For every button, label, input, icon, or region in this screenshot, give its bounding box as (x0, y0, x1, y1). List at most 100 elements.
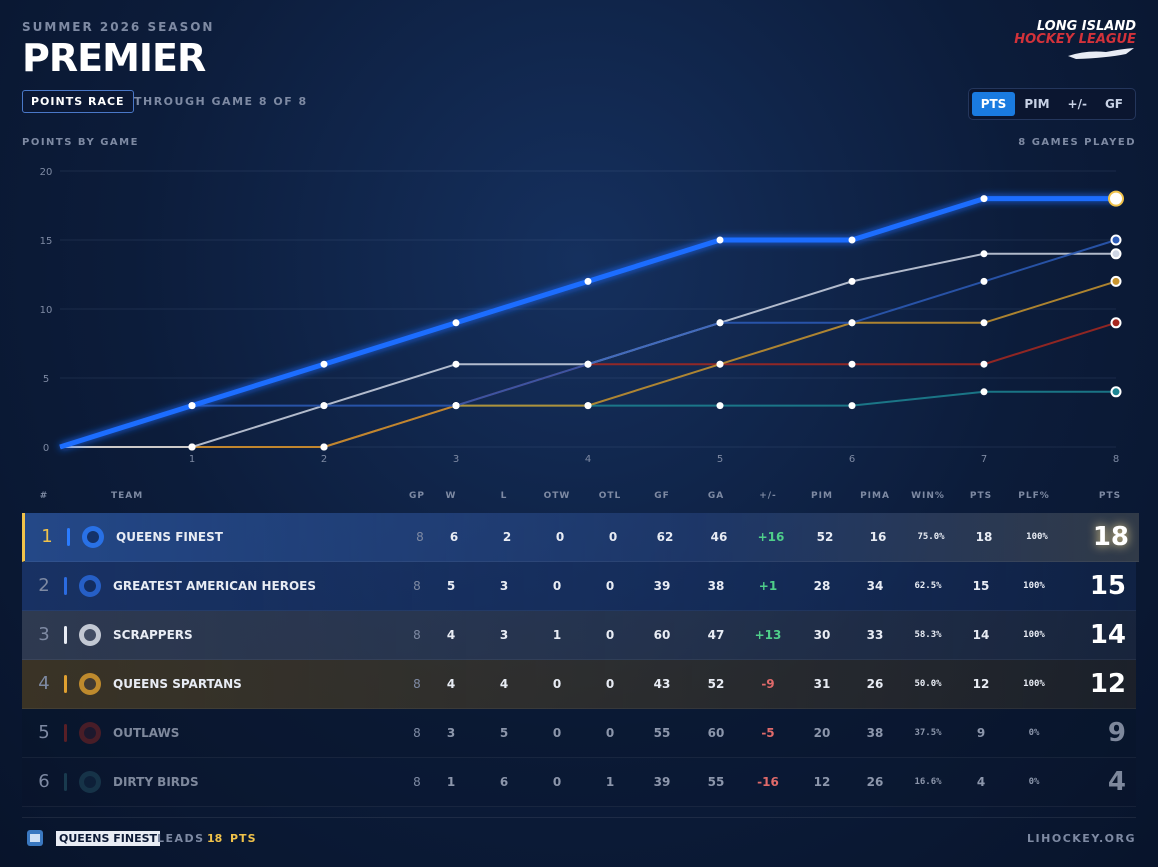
rank-accent (64, 626, 67, 644)
stat-cell: 15 (972, 579, 990, 593)
stat-cell: +16 (757, 530, 785, 544)
y-tick-label: 20 (40, 167, 53, 178)
stat-cell: 18 (975, 530, 993, 544)
stat-cell: 30 (813, 628, 831, 642)
stat-cell: 38 (707, 579, 725, 593)
stat-cell: 8 (413, 628, 421, 642)
stat-cell: 52 (816, 530, 834, 544)
column-header: +/- (759, 491, 777, 501)
y-tick-label: 5 (43, 374, 49, 385)
stat-cell: 26 (866, 677, 884, 691)
stat-cell: 55 (707, 775, 725, 789)
division: PREMIER (22, 36, 206, 80)
stat-cell: 5 (446, 579, 456, 593)
stat-cell: 4 (446, 628, 456, 642)
stat-cell: 39 (653, 775, 671, 789)
y-tick-label: 10 (40, 305, 53, 316)
team-logo (79, 624, 101, 646)
data-point (452, 319, 460, 327)
stat-cell: 26 (866, 775, 884, 789)
team-name: GREATEST AMERICAN HEROES (113, 579, 316, 593)
logo: LONG ISLAND HOCKEY LEAGUE (1014, 20, 1136, 63)
stat-cell: 100% (1026, 532, 1048, 542)
data-point (980, 319, 988, 327)
logo-island (1068, 48, 1134, 59)
stat-cell: 4 (499, 677, 509, 691)
stat-cell: 60 (707, 726, 725, 740)
table-row: 2 GREATEST AMERICAN HEROES 8 5 3 0 0 39 38 +1 28 34… (22, 562, 1136, 611)
stat-cell: 8 (416, 530, 424, 544)
stat-cell: 31 (813, 677, 831, 691)
column-header: PLF% (1018, 491, 1050, 501)
stat-cell: 1 (552, 628, 562, 642)
column-header: PTS (1098, 491, 1122, 501)
stat-cell: 14 (1089, 620, 1126, 650)
stat-cell: 28 (813, 579, 831, 593)
stat-cell: 16 (869, 530, 887, 544)
stat-cell: 3 (446, 726, 456, 740)
stat-cell: 5 (38, 722, 50, 743)
chart-label: POINTS BY GAME (22, 137, 139, 148)
logo-line1: LONG ISLAND (1036, 19, 1136, 34)
stat-cell: 0 (552, 775, 562, 789)
stat-cell: 6 (38, 771, 50, 792)
stat-cell: 50.0% (914, 679, 942, 689)
data-point (320, 402, 328, 410)
stat-cell: 12 (1089, 669, 1126, 699)
table-row: 6 DIRTY BIRDS 8 1 6 0 1 39 55 -16 12 26 16.6% 4 0% 4 (22, 758, 1136, 807)
data-point (980, 195, 988, 203)
rank-accent (64, 724, 67, 742)
stat-cell: 100% (1023, 581, 1045, 591)
footer-site: LIHOCKEY.ORG (1027, 832, 1136, 845)
data-point (1108, 190, 1124, 207)
data-point (848, 402, 856, 410)
stat-cell: 100% (1023, 679, 1045, 689)
logo-shape (84, 678, 96, 690)
footer-rule (22, 817, 1136, 818)
data-point (188, 443, 196, 451)
rank-accent (64, 577, 67, 595)
tab[interactable]: PTS (971, 92, 1016, 116)
tab[interactable]: GF (1104, 97, 1123, 111)
team-name: OUTLAWS (113, 726, 180, 740)
y-tick-label: 15 (40, 236, 53, 247)
logo-shape (79, 722, 101, 744)
stat-cell: 3 (499, 579, 509, 593)
stat-cell: 12 (972, 677, 990, 691)
data-point (848, 360, 856, 368)
x-tick-label: 3 (453, 454, 459, 465)
stat-cell: 4 (446, 677, 456, 691)
stat-cell: 0 (552, 579, 562, 593)
data-point (716, 319, 724, 327)
data-point (1110, 275, 1122, 287)
logo-shape (79, 771, 101, 793)
stat-cell: 5 (499, 726, 509, 740)
footer-unit: PTS (230, 832, 257, 845)
stat-cell: 100% (1023, 630, 1045, 640)
stat-cell: 6 (449, 530, 459, 544)
stat-cell: 15 (1089, 571, 1126, 601)
column-header: L (500, 491, 508, 501)
data-point (716, 360, 724, 368)
season: SUMMER 2026 SEASON (22, 20, 215, 34)
footer-points: 18 (207, 832, 223, 845)
rank-accent (64, 773, 67, 791)
stat-cell: 2 (38, 575, 50, 596)
column-header: PTS (969, 491, 993, 501)
data-point (452, 402, 460, 410)
stat-cell: 1 (446, 775, 456, 789)
stat-cell: 2 (502, 530, 512, 544)
x-tick-label: 1 (189, 454, 195, 465)
data-point (584, 402, 592, 410)
stat-cell: 8 (413, 775, 421, 789)
data-point (320, 443, 328, 451)
data-point (716, 402, 724, 410)
stat-cell: 4 (38, 673, 50, 694)
tab[interactable]: PIM (1024, 97, 1050, 111)
logo-shape (84, 776, 96, 788)
stat-cell: 12 (813, 775, 831, 789)
column-header: OTL (598, 491, 622, 501)
data-point (1110, 248, 1122, 260)
tab[interactable]: +/- (1067, 97, 1087, 111)
